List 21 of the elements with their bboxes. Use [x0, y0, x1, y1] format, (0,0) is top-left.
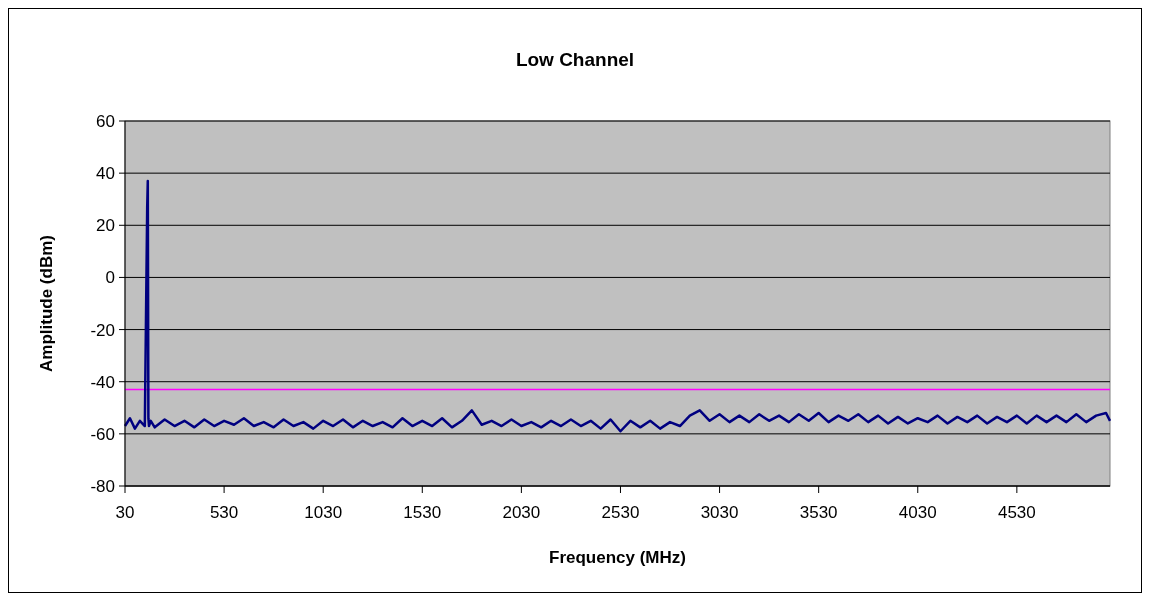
x-tick-label: 3030 — [700, 503, 739, 522]
y-tick-label: -80 — [90, 476, 115, 496]
x-tick-label: 530 — [209, 503, 239, 522]
x-tick-label: 4030 — [898, 503, 937, 522]
y-axis-title: Amplitude (dBm) — [37, 235, 56, 372]
y-tick-label: 60 — [96, 111, 115, 131]
y-tick-label: 40 — [96, 164, 115, 184]
x-tick-label: 4530 — [997, 503, 1036, 522]
y-tick-label: -60 — [90, 424, 115, 444]
x-axis-title: Frequency (MHz) — [549, 548, 686, 567]
y-tick-label: -40 — [90, 372, 115, 392]
x-tick-label: 3530 — [799, 503, 838, 522]
y-tick-label: 20 — [96, 216, 115, 236]
x-tick-label: 1530 — [403, 503, 442, 522]
x-tick-label: 1030 — [304, 503, 343, 522]
x-tick-label: 2030 — [502, 503, 541, 522]
y-tick-label: -20 — [90, 320, 115, 340]
x-tick-label: 2530 — [601, 503, 640, 522]
x-tick-label: 30 — [115, 503, 135, 522]
y-tick-label: 0 — [105, 268, 115, 288]
chart-title: Low Channel — [515, 49, 635, 70]
